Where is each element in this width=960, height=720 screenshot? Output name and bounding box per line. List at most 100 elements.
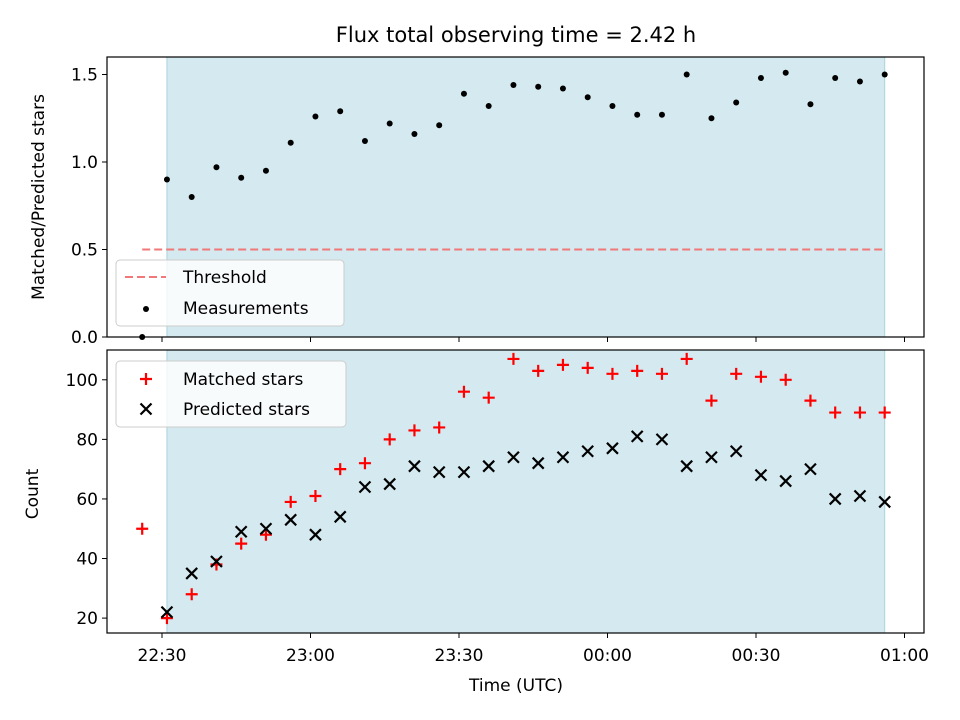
matched-stars-point xyxy=(878,406,891,419)
predicted-stars-point xyxy=(680,459,693,473)
x-tick-label: 00:00 xyxy=(583,646,632,666)
matched-stars-point xyxy=(284,495,297,508)
measurement-point xyxy=(757,75,764,81)
matched-stars-point xyxy=(408,424,421,437)
matched-stars-point xyxy=(680,352,693,365)
predicted-stars-point xyxy=(185,567,198,580)
predicted-stars-point xyxy=(556,450,570,464)
legend-box xyxy=(115,259,345,327)
matched-stars-point xyxy=(705,394,718,407)
measurement-point xyxy=(510,82,517,88)
matched-stars-point xyxy=(556,358,569,371)
predicted-stars-point xyxy=(507,450,520,464)
measurement-point xyxy=(287,139,294,146)
matched-stars-point xyxy=(804,394,817,407)
measurement-point xyxy=(485,103,492,109)
predicted-stars-point xyxy=(210,555,223,568)
measurement-point xyxy=(436,122,443,129)
matched-stars-point xyxy=(829,406,842,419)
predicted-stars-point xyxy=(705,450,718,464)
predicted-stars-point xyxy=(531,456,545,470)
predicted-stars-point xyxy=(284,513,297,527)
matched-stars-point xyxy=(779,373,792,386)
matched-stars-point xyxy=(581,361,594,374)
matched-stars-point xyxy=(235,537,248,550)
matched-stars-point xyxy=(631,364,644,377)
measurement-point xyxy=(535,83,542,90)
matched-stars-point xyxy=(259,528,272,541)
predicted-stars-point xyxy=(160,605,174,619)
chart-title: Flux total observing time = 2.42 h xyxy=(336,23,696,47)
measurement-point xyxy=(238,174,245,181)
measurement-point xyxy=(559,85,566,92)
measurement-point xyxy=(832,75,839,81)
x-tick-label: 23:00 xyxy=(286,646,335,666)
measurement-point xyxy=(163,176,170,183)
matched-stars-point xyxy=(532,364,545,377)
matched-stars-point xyxy=(136,522,149,535)
x-tick-label: 01:00 xyxy=(880,646,929,666)
matched-stars-point xyxy=(606,367,619,380)
legend-predicted-label: Predicted stars xyxy=(183,400,310,420)
predicted-stars-point xyxy=(878,495,891,509)
measurement-point xyxy=(337,108,344,115)
y-tick-label: 60 xyxy=(76,490,98,510)
matched-stars-point xyxy=(457,385,470,398)
matched-stars-point xyxy=(334,463,347,476)
matched-stars-point xyxy=(358,457,371,470)
matched-stars-point xyxy=(433,421,446,434)
legend-predicted-swatch xyxy=(139,402,153,416)
measurement-point xyxy=(807,101,814,108)
predicted-stars-point xyxy=(630,430,644,443)
predicted-stars-point xyxy=(408,459,421,473)
measurement-point xyxy=(733,99,740,106)
matched-stars-point xyxy=(754,370,767,383)
matched-stars-point xyxy=(185,588,198,601)
y-tick-label: 1.5 xyxy=(71,66,98,86)
measurement-point xyxy=(609,103,616,109)
measurement-point xyxy=(262,167,269,174)
legend-box xyxy=(115,360,347,428)
y-tick-label: 40 xyxy=(76,550,98,570)
predicted-stars-point xyxy=(729,445,743,458)
measurement-point xyxy=(658,111,665,118)
measurement-point xyxy=(213,164,220,171)
measurement-point xyxy=(683,71,690,78)
y-tick-label: 20 xyxy=(76,609,98,629)
predicted-stars-point xyxy=(853,489,867,503)
y-tick-label: 0.5 xyxy=(71,241,98,261)
measurement-point xyxy=(312,113,319,120)
predicted-stars-point xyxy=(358,480,372,494)
predicted-stars-point xyxy=(333,510,347,524)
predicted-stars-point xyxy=(804,462,817,476)
predicted-stars-point xyxy=(581,445,594,458)
matched-stars-point xyxy=(730,367,743,380)
x-axis-label: Time (UTC) xyxy=(468,676,563,696)
y-tick-label: 0.0 xyxy=(71,328,98,348)
legend-matched-label: Matched stars xyxy=(183,370,303,390)
predicted-stars-point xyxy=(606,442,619,455)
measurement-point xyxy=(386,120,393,127)
count-plot: 20 40 60 80 100 22:30 23:00 23:30 00:00 00:30 01:0… xyxy=(66,349,929,666)
matched-stars-point xyxy=(507,352,520,365)
predicted-stars-point xyxy=(457,465,471,479)
y-tick-label: 1.0 xyxy=(71,153,98,173)
legend-matched-swatch xyxy=(140,373,152,385)
axes-frame xyxy=(106,56,925,338)
matched-stars-point xyxy=(160,612,173,625)
measurement-point xyxy=(856,78,863,85)
matched-stars-point xyxy=(482,391,495,404)
axes-frame xyxy=(106,349,925,634)
measurement-point xyxy=(361,138,368,144)
ratio-plot: 0.0 0.5 1.0 1.5 Threshold Measurements xyxy=(71,56,925,348)
predicted-stars-point xyxy=(383,477,396,491)
legend-measurements-label: Measurements xyxy=(183,299,309,319)
x-tick-label: 00:30 xyxy=(732,646,781,666)
measurement-point xyxy=(708,115,715,122)
legend-bottom: Matched stars Predicted stars xyxy=(115,360,347,428)
measurement-point xyxy=(634,111,641,118)
top-y-axis-label: Matched/Predicted stars xyxy=(29,94,49,300)
predicted-stars-point xyxy=(259,522,273,536)
measurement-point xyxy=(881,71,888,78)
predicted-stars-point xyxy=(234,525,248,538)
